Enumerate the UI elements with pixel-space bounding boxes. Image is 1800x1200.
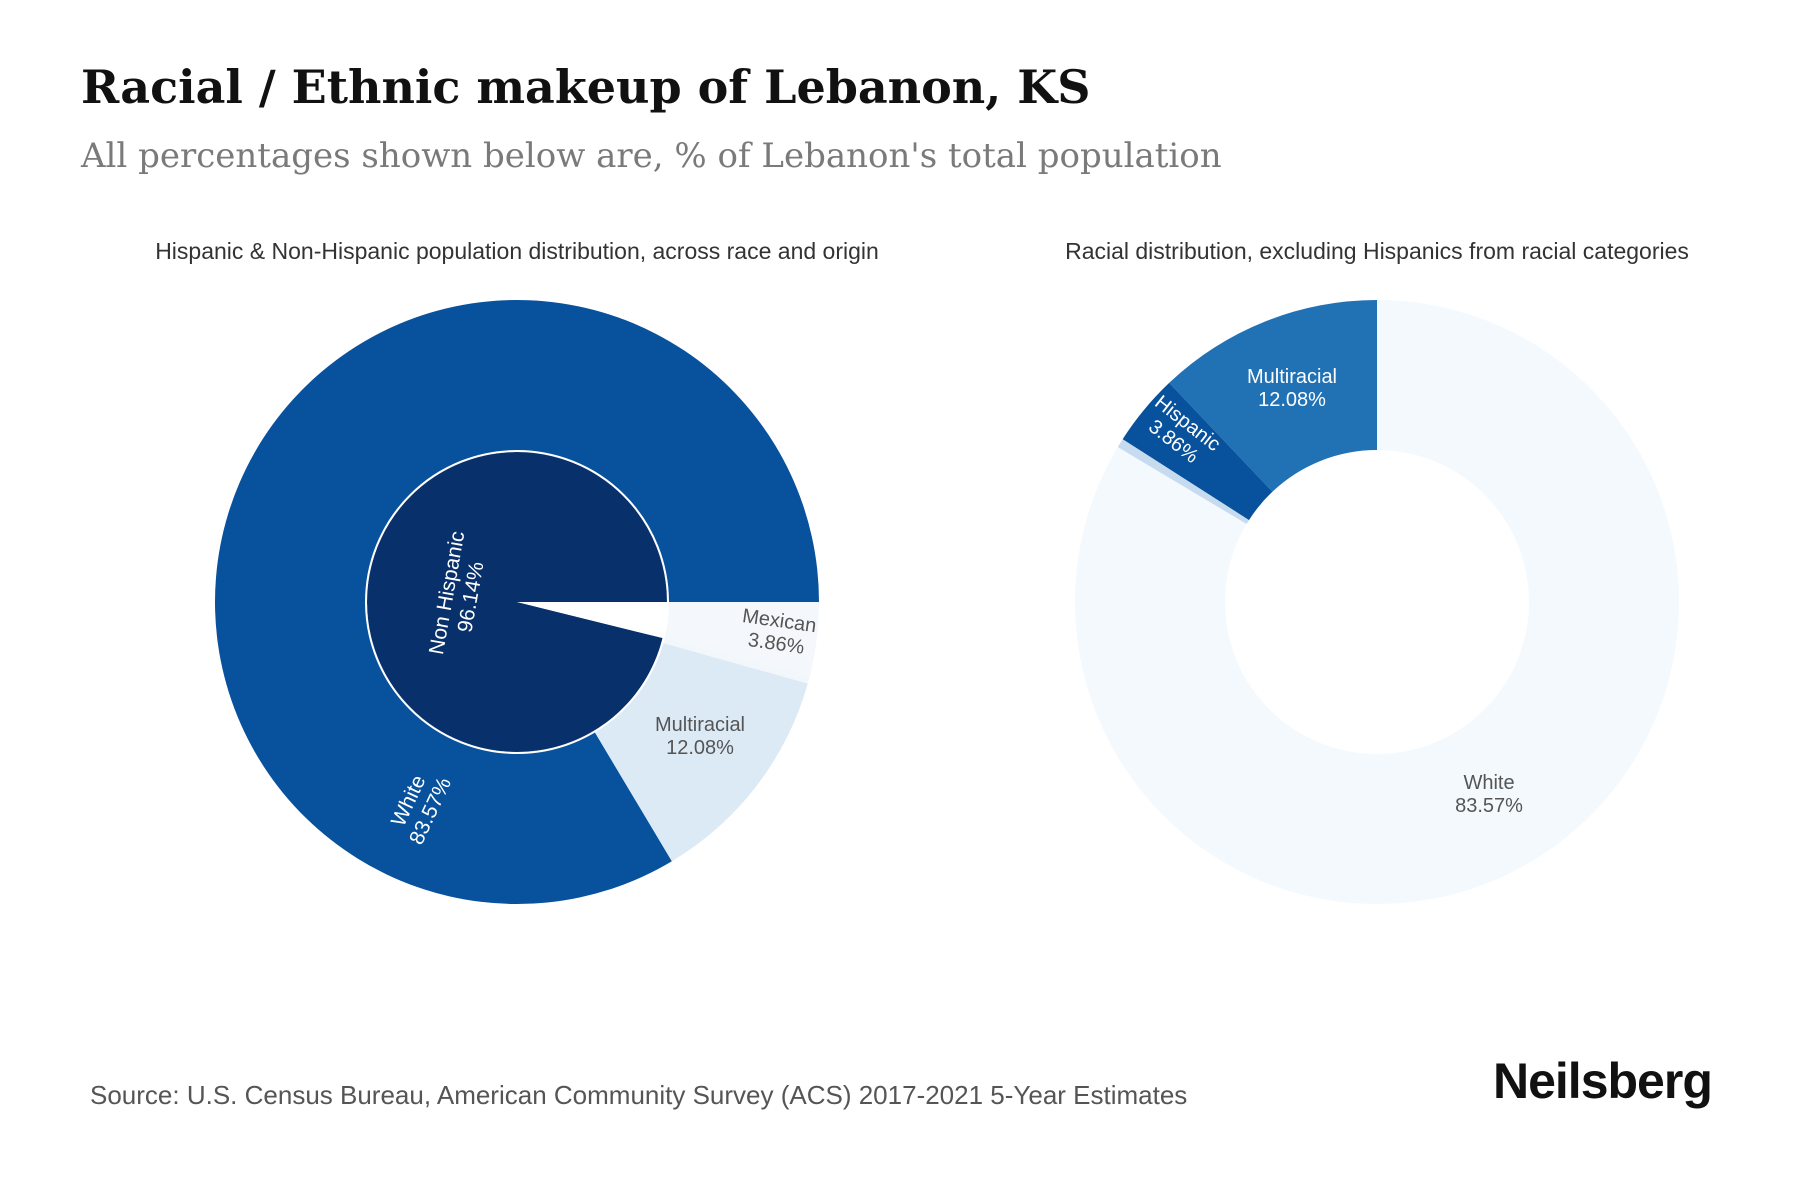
donut-slice-hispanic-1: [1122, 382, 1273, 521]
page-title: Racial / Ethnic makeup of Lebanon, KS: [81, 60, 1091, 114]
inner-ring-slice-non-hispanic-0: [367, 451, 667, 752]
label-white-right: White 83.57%: [1455, 772, 1523, 817]
left-sunburst-chart: White83.57%Multiracial 12.08%Mexican3.86%…: [215, 299, 820, 904]
outer-ring-slice-unlabeled-2: [661, 638, 811, 684]
donut-slice-white-3: [1075, 300, 1679, 904]
left-chart-title: Hispanic & Non-Hispanic population distr…: [155, 238, 879, 264]
page-subtitle: All percentages shown below are, % of Le…: [81, 136, 1222, 176]
outer-ring-slice-multiracial-1: [593, 642, 808, 862]
outer-ring-slice-mexican-3: [662, 602, 819, 675]
label-multiracial: Multiracial 12.08%: [655, 714, 745, 759]
donut-slice-multiracial-0: [1169, 300, 1377, 492]
inner-ring-border: [365, 450, 669, 754]
label-multiracial-right: Multiracial 12.08%: [1247, 366, 1337, 411]
right-donut-chart: Multiracial 12.08%Hispanic3.86%White 83.57…: [1075, 300, 1679, 904]
brand-logo: Neilsberg: [1493, 1053, 1713, 1109]
right-chart-title: Racial distribution, excluding Hispanics…: [1065, 238, 1689, 264]
inner-ring-slice-unlabeled-1: [517, 602, 667, 639]
source-note: Source: U.S. Census Bureau, American Com…: [90, 1080, 1188, 1110]
outer-ring-slice-white-0: [215, 299, 820, 904]
donut-slice-unlabeled-2: [1117, 439, 1249, 525]
